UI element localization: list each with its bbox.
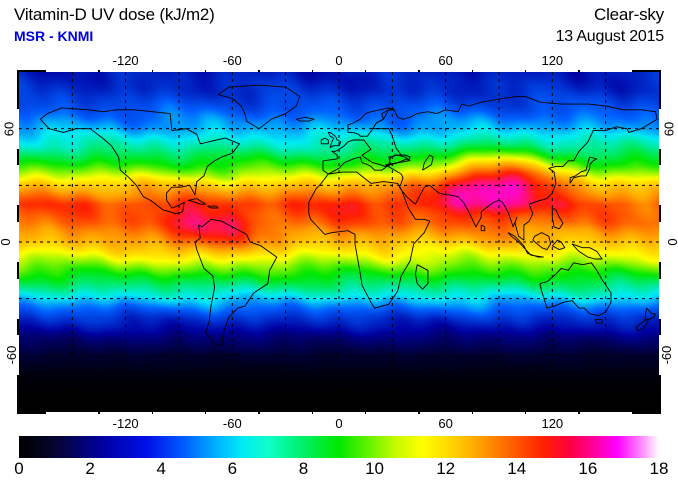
x-axis-tick-mark-bottom xyxy=(259,412,312,415)
x-axis-tick-label-bottom: 120 xyxy=(541,416,564,431)
colorbar-tick-label: 0 xyxy=(14,459,24,478)
colorbar-tick-label: 8 xyxy=(298,459,309,478)
data-source-label: MSR - KNMI xyxy=(14,28,94,44)
colorbar-tick-label: 4 xyxy=(156,459,166,478)
x-axis-tick-mark-bottom xyxy=(526,412,579,415)
x-axis-tick-mark-top xyxy=(259,69,312,72)
colorbar-tick-label: 16 xyxy=(578,459,598,478)
y-axis-tick-label-left: 0 xyxy=(0,238,13,245)
page-title: Vitamin-D UV dose (kJ/m2) xyxy=(14,5,215,24)
x-axis-tick-mark-top xyxy=(46,69,99,72)
x-axis-tick-label-top: -120 xyxy=(112,53,139,68)
coastline-overlay xyxy=(39,84,658,347)
x-axis-tick-label-bottom: -60 xyxy=(222,416,242,431)
x-axis-tick-mark-top xyxy=(153,69,205,72)
y-axis-tick-mark-right xyxy=(659,108,662,149)
x-axis-tick-label-top: -60 xyxy=(222,53,242,68)
x-axis-tick-label-top: 120 xyxy=(541,53,564,68)
colorbar-tick-label: 18 xyxy=(649,459,669,478)
y-axis-tick-mark-left xyxy=(16,335,19,376)
y-axis-tick-mark-right xyxy=(659,165,662,206)
x-axis-tick-mark-bottom xyxy=(206,412,259,415)
y-axis-tick-label-right: 60 xyxy=(661,121,677,136)
x-axis-tick-mark-top xyxy=(419,69,472,72)
x-axis-tick-mark-bottom xyxy=(99,412,152,415)
x-axis-tick-mark-top xyxy=(313,69,365,72)
sky-condition-label: Clear-sky xyxy=(594,5,664,24)
x-axis-tick-mark-top xyxy=(473,69,525,72)
x-axis-tick-mark-top xyxy=(526,69,579,72)
x-axis-tick-label-bottom: 0 xyxy=(335,416,343,431)
y-axis-tick-mark-right xyxy=(659,335,662,376)
colorbar-tick-label: 6 xyxy=(227,459,238,478)
x-axis-tick-label-top: 0 xyxy=(335,53,343,68)
x-axis-tick-mark-top xyxy=(99,69,152,72)
observation-date-label: 13 August 2015 xyxy=(555,28,665,45)
x-axis-tick-mark-bottom xyxy=(313,412,365,415)
y-axis-tick-label-left: 60 xyxy=(1,121,17,136)
x-axis-tick-mark-bottom xyxy=(366,412,419,415)
x-axis-tick-label-bottom: -120 xyxy=(112,416,139,431)
colorbar-tick-label: 2 xyxy=(85,459,95,478)
y-axis-tick-label-right: 0 xyxy=(665,238,678,245)
uv-dose-map xyxy=(19,72,659,412)
x-axis-tick-label-bottom: 60 xyxy=(438,416,453,431)
graticule-grid xyxy=(19,72,659,412)
y-axis-tick-mark-left xyxy=(16,165,19,206)
y-axis-tick-mark-right xyxy=(659,222,662,262)
x-axis-tick-mark-bottom xyxy=(419,412,472,415)
y-axis-tick-mark-right xyxy=(659,278,662,319)
x-axis-tick-mark-top xyxy=(579,69,632,72)
x-axis-tick-mark-bottom xyxy=(153,412,205,415)
x-axis-tick-label-top: 60 xyxy=(438,53,453,68)
x-axis-tick-mark-bottom xyxy=(579,412,632,415)
x-axis-tick-mark-bottom xyxy=(46,412,99,415)
colorbar-gradient xyxy=(19,436,659,458)
colorbar-tick-label: 12 xyxy=(436,459,456,478)
colorbar xyxy=(19,436,659,458)
colorbar-tick-label: 10 xyxy=(365,459,385,478)
y-axis-tick-mark-left xyxy=(16,222,19,262)
y-axis-tick-mark-left xyxy=(16,108,19,149)
x-axis-tick-mark-top xyxy=(206,69,259,72)
x-axis-tick-mark-bottom xyxy=(473,412,525,415)
colorbar-tick-label: 14 xyxy=(507,459,527,478)
x-axis-tick-mark-top xyxy=(366,69,419,72)
y-axis-tick-mark-left xyxy=(16,278,19,319)
